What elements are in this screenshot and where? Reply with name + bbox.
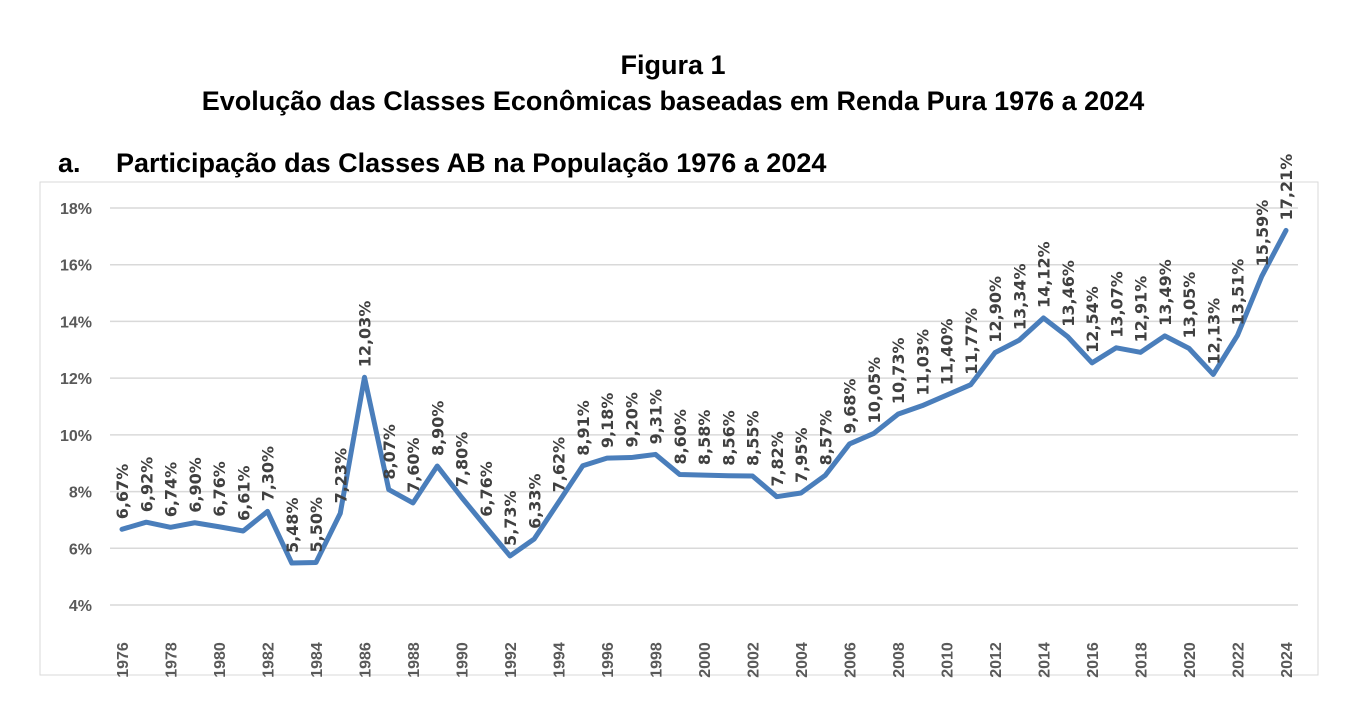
- data-label: 13,49%: [1156, 259, 1175, 326]
- data-label: 6,67%: [113, 464, 132, 520]
- data-label: 5,73%: [501, 490, 520, 546]
- x-tick-label: 1992: [503, 642, 520, 678]
- data-label: 13,46%: [1059, 260, 1078, 327]
- x-tick-label: 2010: [940, 642, 957, 678]
- y-tick-label: 14%: [60, 314, 92, 331]
- data-label: 5,50%: [307, 497, 326, 553]
- data-label: 12,13%: [1204, 298, 1223, 365]
- data-label: 7,23%: [331, 448, 350, 504]
- data-label: 6,74%: [162, 462, 181, 518]
- x-tick-label: 2004: [794, 642, 811, 678]
- x-tick-label: 2016: [1085, 642, 1102, 678]
- series-line: [119, 227, 1289, 566]
- x-tick-label: 2002: [746, 642, 763, 678]
- data-label: 11,40%: [938, 319, 957, 386]
- x-tick-label: 1994: [552, 642, 569, 678]
- data-label: 8,60%: [671, 409, 690, 465]
- data-labels: 6,67% 6,92% 6,74% 6,90% 6,76% 6,61% 7,30% 5,48%…: [113, 154, 1296, 553]
- data-label: 9,31%: [647, 389, 666, 445]
- x-tick-label: 2022: [1231, 642, 1248, 678]
- data-label: 8,55%: [744, 410, 763, 466]
- data-label: 17,21%: [1277, 154, 1296, 221]
- x-tick-label: 2000: [697, 642, 714, 678]
- x-tick-label: 2024: [1279, 642, 1296, 678]
- data-label: 6,76%: [210, 461, 229, 517]
- x-tick-label: 1998: [649, 642, 666, 678]
- data-label: 5,48%: [283, 498, 302, 554]
- x-tick-label: 1978: [164, 642, 181, 678]
- y-tick-label: 4%: [69, 598, 92, 615]
- figure-number: Figura 1: [620, 50, 726, 80]
- data-label: 7,95%: [792, 427, 811, 483]
- data-label: 6,90%: [186, 457, 205, 513]
- data-label: 10,73%: [889, 338, 908, 405]
- data-label: 15,59%: [1253, 200, 1272, 267]
- data-label: 9,20%: [622, 392, 641, 448]
- data-label: 7,62%: [550, 437, 569, 493]
- data-label: 13,34%: [1010, 264, 1029, 331]
- data-label: 6,76%: [477, 461, 496, 517]
- x-tick-label: 2006: [843, 642, 860, 678]
- data-label: 12,90%: [986, 276, 1005, 343]
- data-label: 9,68%: [841, 378, 860, 434]
- x-tick-label: 1984: [309, 642, 326, 678]
- x-tick-label: 1980: [212, 642, 229, 678]
- x-tick-label: 2012: [988, 642, 1005, 678]
- y-tick-label: 12%: [60, 371, 92, 388]
- y-tick-label: 10%: [60, 428, 92, 445]
- panel-heading: a. Participação das Classes AB na Populaç…: [58, 148, 826, 179]
- data-label: 8,58%: [695, 410, 714, 466]
- gridlines: [110, 207, 1298, 606]
- x-axis-ticks: 1976 1978 1980 1982 1984 1986 1988 1990 1992 1994…: [115, 642, 1296, 678]
- data-label: 6,92%: [137, 457, 156, 513]
- data-label: 7,82%: [768, 431, 787, 487]
- data-label: 8,57%: [816, 410, 835, 466]
- x-tick-label: 1988: [406, 642, 423, 678]
- data-label: 9,18%: [598, 393, 617, 449]
- data-label: 11,77%: [962, 308, 981, 375]
- y-tick-label: 8%: [69, 485, 92, 502]
- x-tick-label: 1982: [261, 642, 278, 678]
- panel-letter: a.: [58, 148, 81, 178]
- data-label: 8,56%: [719, 410, 738, 466]
- data-label: 6,33%: [525, 473, 544, 529]
- y-tick-label: 16%: [60, 258, 92, 275]
- data-label: 8,90%: [428, 401, 447, 457]
- x-tick-label: 1990: [455, 642, 472, 678]
- data-label: 6,61%: [234, 465, 253, 521]
- data-label: 12,03%: [356, 301, 375, 368]
- x-tick-label: 2020: [1182, 642, 1199, 678]
- x-tick-label: 1996: [600, 642, 617, 678]
- y-tick-label: 18%: [60, 201, 92, 218]
- data-label: 11,03%: [913, 329, 932, 396]
- y-tick-label: 6%: [69, 541, 92, 558]
- data-label: 12,91%: [1132, 276, 1151, 343]
- figure-title: Evolução das Classes Econômicas baseadas…: [201, 86, 1145, 116]
- data-label: 13,07%: [1107, 271, 1126, 338]
- data-label: 10,05%: [865, 357, 884, 424]
- data-label: 8,07%: [380, 424, 399, 480]
- data-label: 14,12%: [1035, 241, 1054, 308]
- data-label: 7,80%: [453, 432, 472, 488]
- y-axis-ticks: 4% 6% 8% 10% 12% 14% 16% 18%: [60, 201, 92, 615]
- x-tick-label: 1986: [358, 642, 375, 678]
- x-tick-label: 2008: [891, 642, 908, 678]
- data-label: 12,54%: [1083, 286, 1102, 353]
- data-label: 7,60%: [404, 437, 423, 493]
- x-tick-label: 2018: [1134, 642, 1151, 678]
- data-label: 13,05%: [1180, 272, 1199, 339]
- data-label: 13,51%: [1229, 259, 1248, 326]
- panel-title: Participação das Classes AB na População…: [116, 148, 827, 178]
- data-label: 8,91%: [574, 400, 593, 456]
- x-tick-label: 2014: [1037, 642, 1054, 678]
- chart-border: [39, 181, 1319, 676]
- data-label: 7,30%: [259, 446, 278, 502]
- x-tick-label: 1976: [115, 642, 132, 678]
